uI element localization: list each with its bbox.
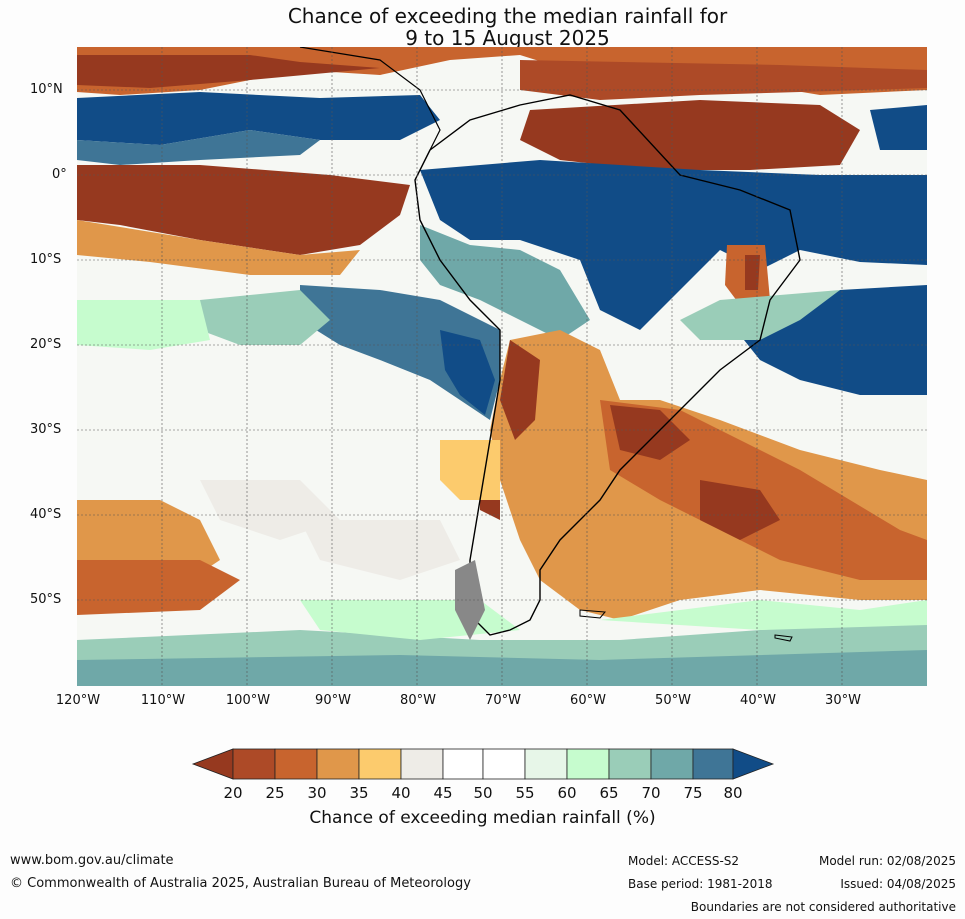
lon-label: 70°W bbox=[485, 693, 521, 708]
colorbar-title: Chance of exceeding median rainfall (%) bbox=[309, 808, 656, 828]
colorbar-tick: 55 bbox=[515, 784, 535, 802]
lon-label: 40°W bbox=[740, 693, 776, 708]
colorbar-tick: 25 bbox=[265, 784, 285, 802]
colorbar-tick: 35 bbox=[349, 784, 369, 802]
colorbar-tick: 30 bbox=[307, 784, 327, 802]
lon-label: 100°W bbox=[225, 693, 271, 708]
lon-label: 80°W bbox=[400, 693, 436, 708]
map-title-line1: Chance of exceeding the median rainfall … bbox=[287, 4, 728, 28]
lat-label: 30°S bbox=[30, 422, 62, 437]
lat-label: 20°S bbox=[30, 337, 62, 352]
colorbar-tick: 20 bbox=[223, 784, 243, 802]
lon-label: 110°W bbox=[140, 693, 186, 708]
colorbar bbox=[191, 748, 775, 780]
colorbar-tick: 45 bbox=[433, 784, 453, 802]
base-period-text: Base period: 1981-2018 bbox=[628, 877, 773, 891]
lat-label: 50°S bbox=[30, 592, 62, 607]
lon-label: 50°W bbox=[655, 693, 691, 708]
lon-label: 120°W bbox=[55, 693, 101, 708]
lon-label: 90°W bbox=[315, 693, 351, 708]
copyright-text: © Commonwealth of Australia 2025, Austra… bbox=[10, 876, 471, 891]
colorbar-tick: 60 bbox=[557, 784, 577, 802]
map-title-line2: 9 to 15 August 2025 bbox=[405, 26, 610, 50]
lon-label: 60°W bbox=[570, 693, 606, 708]
model-run-text: Model run: 02/08/2025 bbox=[818, 854, 956, 868]
colorbar-tick: 75 bbox=[683, 784, 703, 802]
lat-label: 40°S bbox=[30, 507, 62, 522]
colorbar-tick: 50 bbox=[473, 784, 493, 802]
colorbar-tick: 70 bbox=[641, 784, 661, 802]
website-link[interactable]: www.bom.gov.au/climate bbox=[10, 853, 174, 868]
disclaimer-text: Boundaries are not considered authoritat… bbox=[690, 900, 956, 914]
lat-label: 10°N bbox=[30, 82, 63, 97]
model-text: Model: ACCESS-S2 bbox=[628, 854, 740, 868]
colorbar-tick: 40 bbox=[391, 784, 411, 802]
issued-text: Issued: 04/08/2025 bbox=[840, 877, 956, 891]
lat-label: 10°S bbox=[30, 252, 62, 267]
colorbar-tick: 65 bbox=[599, 784, 619, 802]
rainfall-probability-field bbox=[77, 47, 927, 686]
colorbar-tick: 80 bbox=[723, 784, 743, 802]
lon-label: 30°W bbox=[825, 693, 861, 708]
lat-label: 0° bbox=[52, 167, 67, 182]
